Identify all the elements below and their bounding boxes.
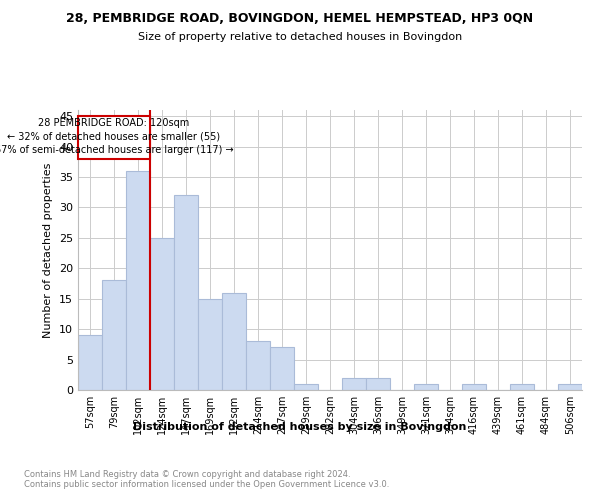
- Bar: [150, 238, 174, 390]
- Bar: [174, 195, 198, 390]
- Bar: [78, 335, 102, 390]
- Bar: [510, 384, 534, 390]
- Bar: [558, 384, 582, 390]
- Y-axis label: Number of detached properties: Number of detached properties: [43, 162, 53, 338]
- Text: Size of property relative to detached houses in Bovingdon: Size of property relative to detached ho…: [138, 32, 462, 42]
- FancyBboxPatch shape: [78, 116, 150, 158]
- Bar: [102, 280, 126, 390]
- Bar: [462, 384, 486, 390]
- Text: 28 PEMBRIDGE ROAD: 120sqm: 28 PEMBRIDGE ROAD: 120sqm: [38, 118, 190, 128]
- Bar: [294, 384, 318, 390]
- Bar: [342, 378, 366, 390]
- Text: ← 32% of detached houses are smaller (55): ← 32% of detached houses are smaller (55…: [7, 132, 221, 141]
- Bar: [126, 171, 150, 390]
- Text: Contains HM Land Registry data © Crown copyright and database right 2024.
Contai: Contains HM Land Registry data © Crown c…: [24, 470, 389, 490]
- Bar: [366, 378, 390, 390]
- Text: 67% of semi-detached houses are larger (117) →: 67% of semi-detached houses are larger (…: [0, 146, 233, 156]
- Text: Distribution of detached houses by size in Bovingdon: Distribution of detached houses by size …: [133, 422, 467, 432]
- Bar: [222, 292, 246, 390]
- Text: 28, PEMBRIDGE ROAD, BOVINGDON, HEMEL HEMPSTEAD, HP3 0QN: 28, PEMBRIDGE ROAD, BOVINGDON, HEMEL HEM…: [67, 12, 533, 26]
- Bar: [414, 384, 438, 390]
- Bar: [246, 342, 270, 390]
- Bar: [198, 298, 222, 390]
- Bar: [270, 348, 294, 390]
